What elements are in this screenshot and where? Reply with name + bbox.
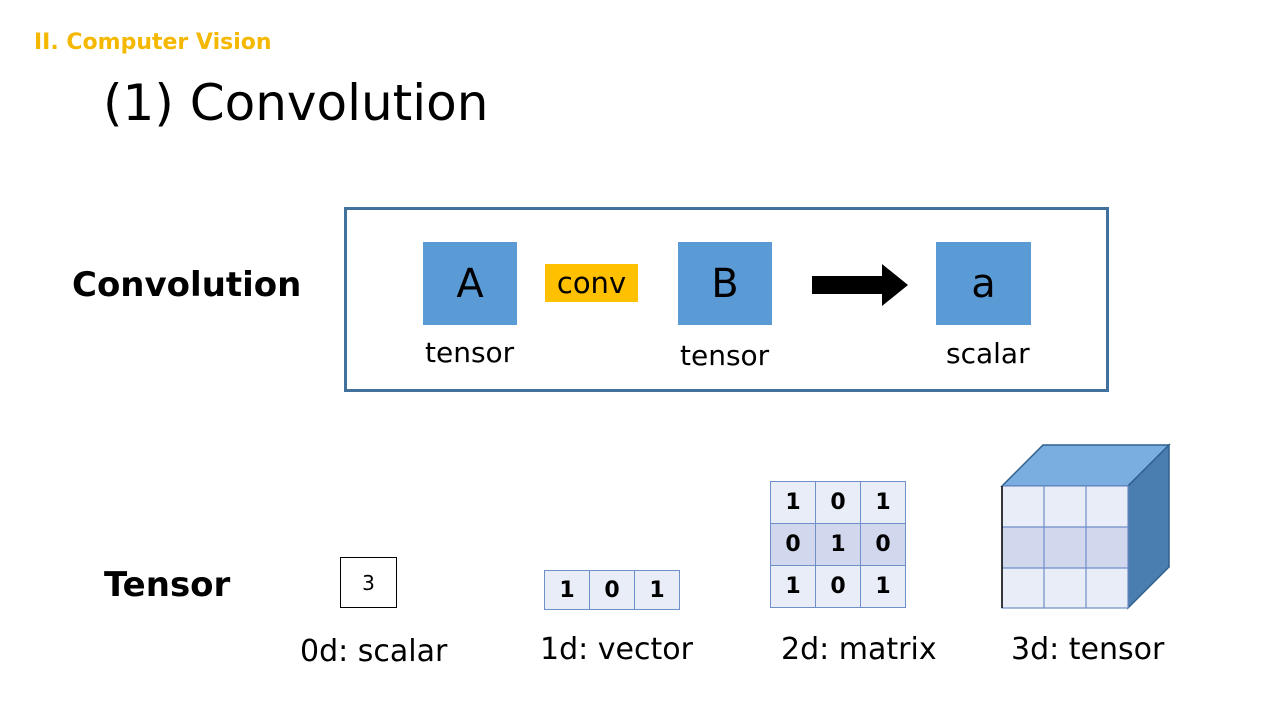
matrix-cell: 0 [860,523,906,566]
tensor-b-box: B [678,242,772,325]
vector-cell: 1 [634,570,680,610]
matrix-cell: 0 [815,565,861,608]
matrix-cell: 1 [860,565,906,608]
matrix-cell: 1 [770,481,816,524]
matrix-cell: 0 [770,523,816,566]
vector-cell: 1 [544,570,590,610]
scalar-caption: 0d: scalar [300,634,448,669]
matrix-cell: 0 [815,481,861,524]
tensor-b-caption: tensor [680,339,770,372]
tensor-a-caption: tensor [425,336,515,369]
section-heading: II. Computer Vision [34,30,272,55]
matrix-table: 1 0 1 0 1 0 1 0 1 [770,481,906,608]
output-scalar-box: a [936,242,1031,325]
conv-operator: conv [545,264,638,302]
tensor3d-caption: 3d: tensor [1011,632,1165,667]
right-arrow-icon [812,264,908,306]
scalar-cell: 3 [340,557,397,608]
tensor-row-label: Tensor [104,565,231,605]
output-scalar-caption: scalar [946,337,1030,370]
convolution-row-label: Convolution [72,265,302,305]
convolution-frame [344,207,1109,392]
matrix-cell: 1 [860,481,906,524]
page-title: (1) Convolution [103,74,489,132]
cube-icon [1000,443,1171,610]
matrix-caption: 2d: matrix [781,632,937,667]
vector-caption: 1d: vector [540,632,693,667]
matrix-cell: 1 [770,565,816,608]
vector-cell: 0 [589,570,635,610]
vector-table: 1 0 1 [544,570,680,610]
tensor-a-box: A [423,242,517,325]
matrix-cell: 1 [815,523,861,566]
